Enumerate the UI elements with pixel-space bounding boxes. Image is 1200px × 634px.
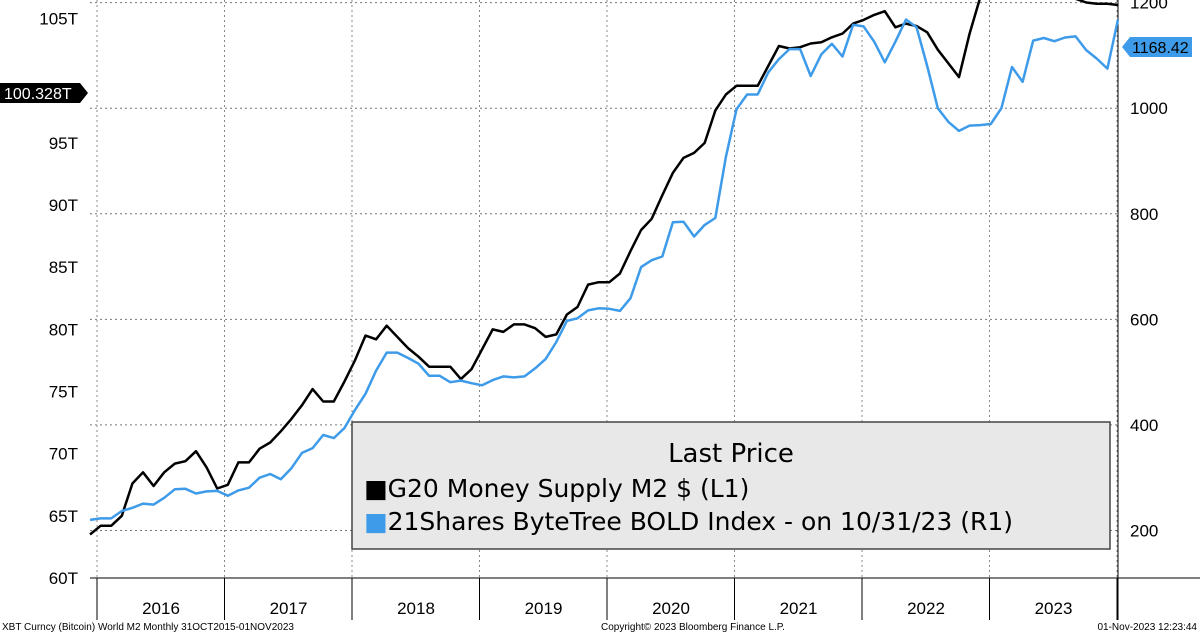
legend-item-bold: ■21Shares ByteTree BOLD Index - on 10/31…	[364, 507, 1013, 536]
left-tick-label: 70T	[49, 445, 78, 464]
footer-copyright: Copyright© 2023 Bloomberg Finance L.P.	[601, 622, 785, 633]
x-tick-label: 2023	[1035, 599, 1073, 618]
footer-timestamp: 01-Nov-2023 12:23:44	[1097, 622, 1197, 633]
right-tick-label: 1000	[1130, 99, 1168, 118]
x-tick-label: 2017	[270, 599, 308, 618]
legend-label-bold: 21Shares ByteTree BOLD Index - on 10/31/…	[388, 507, 1013, 536]
series-line-bold	[89, 18, 1120, 522]
right-tick-label: 200	[1130, 521, 1158, 540]
x-axis: 2016 2017 2018 2019 2020 2021 2022 2023	[96, 578, 1118, 620]
left-tick-label: 80T	[49, 320, 78, 339]
series-line-m2	[89, 0, 1119, 536]
left-tick-label: 60T	[49, 569, 78, 588]
legend-marker-m2: ■	[364, 474, 388, 503]
right-axis: 1200 1000 800 600 400 200	[1130, 0, 1168, 540]
series-lines	[89, 0, 1120, 536]
x-tick-label: 2022	[907, 599, 945, 618]
last-value-right: 1168.42	[1132, 40, 1189, 57]
left-tick-label: 95T	[49, 134, 78, 153]
last-value-left: 100.328T	[4, 86, 72, 103]
right-tick-label: 600	[1130, 310, 1158, 329]
left-tick-label: 105T	[39, 10, 78, 29]
left-tick-label: 75T	[49, 383, 78, 402]
left-tick-label: 90T	[49, 196, 78, 215]
legend: Last Price ■G20 Money Supply M2 $ (L1) ■…	[351, 421, 1111, 550]
right-tick-label: 800	[1130, 205, 1158, 224]
legend-item-m2: ■G20 Money Supply M2 $ (L1)	[364, 474, 749, 503]
legend-title: Last Price	[668, 439, 794, 469]
last-value-tag-right: 1168.42	[1122, 37, 1192, 57]
footer-source: XBT Curncy (Bitcoin) World M2 Monthly 31…	[2, 622, 294, 633]
x-tick-label: 2019	[525, 599, 563, 618]
right-tick-label: 1200	[1130, 0, 1168, 13]
legend-marker-bold: ■	[364, 507, 388, 536]
x-tick-label: 2021	[780, 599, 818, 618]
x-tick-label: 2018	[397, 599, 435, 618]
left-tick-label: 85T	[49, 258, 78, 277]
left-tick-label: 65T	[49, 507, 78, 526]
legend-label-m2: G20 Money Supply M2 $ (L1)	[388, 474, 750, 503]
right-tick-label: 400	[1130, 416, 1158, 435]
last-value-tag-left: 100.328T	[0, 83, 88, 103]
x-tick-label: 2020	[652, 599, 690, 618]
left-axis: 105T 95T 90T 85T 80T 75T 70T 65T 60T	[39, 10, 78, 588]
x-tick-label: 2016	[142, 599, 180, 618]
